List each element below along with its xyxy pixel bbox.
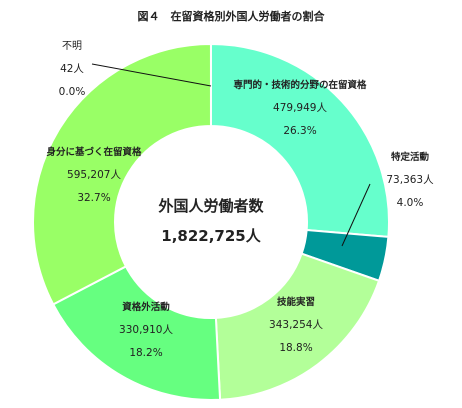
- leader-line-designated-activities: [341, 183, 371, 247]
- chart-title: 図４ 在留資格別外国人労働者の割合: [138, 9, 326, 23]
- slice-label-name-1: 特定活動: [391, 151, 430, 163]
- slice-label-value-2: 343,254人: [269, 319, 323, 331]
- slice-label-name-5: 不明: [62, 40, 82, 52]
- slice-label-name-2: 技能実習: [277, 296, 315, 308]
- slice-4: [32, 42, 212, 306]
- slice-label-percent-2: 18.8%: [279, 342, 312, 354]
- slice-labels: 専門的・技術的分野の在留資格 479,949人 26.3% 特定活動 73,363人 4.…: [46, 40, 434, 359]
- slice-label-name-0: 専門的・技術的分野の在留資格: [233, 79, 367, 91]
- slice-label-percent-3: 18.2%: [129, 347, 162, 359]
- slice-label-percent-1: 4.0%: [397, 197, 424, 209]
- slice-3: [51, 265, 222, 401]
- slice-label-name-4: 身分に基づく在留資格: [46, 146, 142, 158]
- slice-label-value-0: 479,949人: [273, 102, 327, 114]
- center-value: 1,822,725人: [161, 227, 261, 245]
- leader-line-unknown: [91, 63, 212, 87]
- slice-label-value-3: 330,910人: [119, 324, 173, 336]
- slice-label-percent-0: 26.3%: [283, 125, 316, 137]
- slice-label-percent-4: 32.7%: [77, 192, 110, 204]
- slice-label-value-4: 595,207人: [67, 169, 121, 181]
- slices-layer: [32, 42, 390, 401]
- slice-label-name-3: 資格外活動: [122, 301, 170, 313]
- leader-lines: [91, 63, 371, 247]
- slice-label-percent-5: 0.0%: [59, 86, 86, 98]
- center-title: 外国人労働者数: [157, 197, 264, 215]
- slice-2: [214, 252, 381, 401]
- slice-label-value-1: 73,363人: [386, 174, 434, 186]
- slice-0: [210, 42, 390, 238]
- slice-label-value-5: 42人: [60, 63, 84, 75]
